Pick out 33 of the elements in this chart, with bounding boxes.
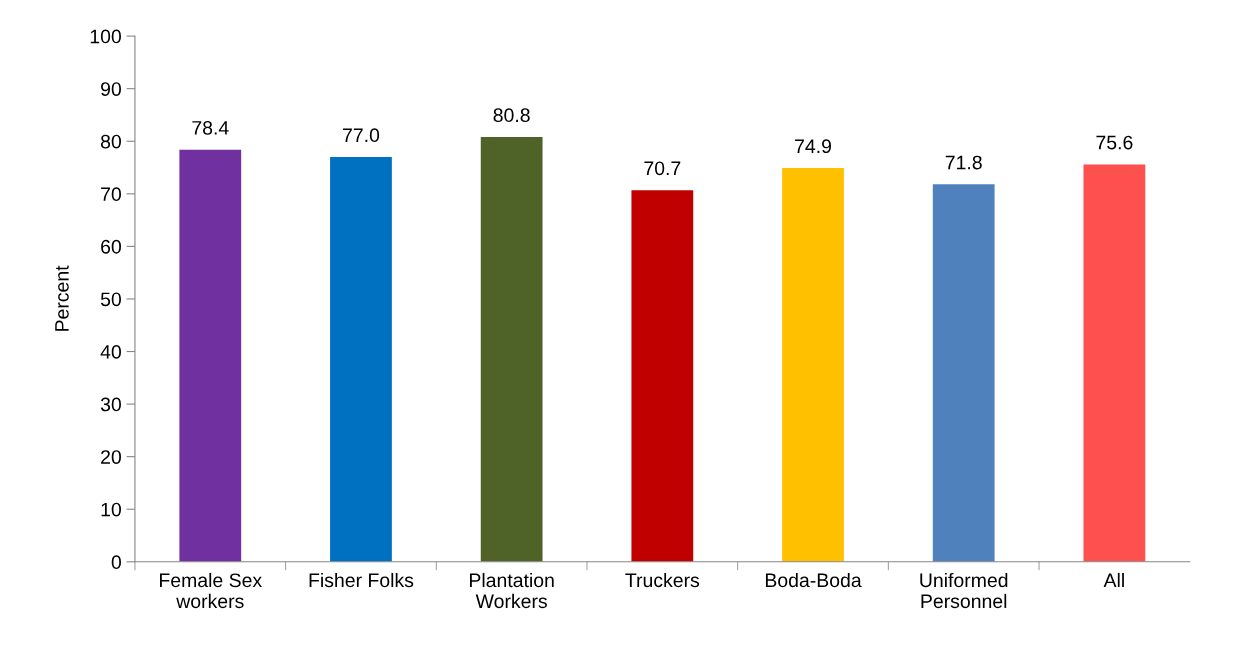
- x-tick-label: Boda-Boda: [765, 572, 862, 588]
- y-tick-label: 40: [100, 344, 121, 359]
- data-label: 74.9: [795, 139, 832, 154]
- data-label: 70.7: [644, 161, 681, 176]
- data-label: 75.6: [1096, 135, 1133, 150]
- y-tick-label: 0: [111, 555, 121, 570]
- x-tick-label: Female Sex workers: [160, 572, 262, 609]
- bar: [480, 137, 543, 562]
- x-tick-label: Truckers: [625, 572, 700, 588]
- x-tick-label: Plantation Workers: [470, 572, 554, 609]
- y-axis-title: Percent: [55, 265, 69, 331]
- bar: [782, 168, 844, 562]
- y-tick-label: 70: [101, 187, 121, 202]
- bar: [1083, 164, 1146, 562]
- data-label: 77.0: [343, 128, 380, 143]
- bar: [330, 157, 392, 562]
- y-tick-label: 20: [101, 450, 121, 464]
- y-tick-label: 90: [101, 82, 121, 96]
- bar: [932, 184, 995, 562]
- data-label: 80.8: [493, 108, 530, 123]
- y-tick-label: 60: [101, 239, 121, 254]
- x-tick-label: Fisher Folks: [309, 572, 414, 588]
- x-tick-label: Uniformed Personnel: [920, 572, 1008, 609]
- y-tick-label: 30: [100, 397, 121, 412]
- y-tick-label: 100: [90, 29, 121, 44]
- x-tick-label: All: [1103, 572, 1124, 587]
- bar: [179, 149, 242, 562]
- y-tick-label: 10: [101, 502, 121, 517]
- data-label: 78.4: [192, 120, 229, 135]
- data-label: 71.8: [945, 155, 982, 170]
- y-tick-label: 80: [100, 134, 121, 149]
- y-tick-label: 50: [100, 292, 121, 307]
- bar: [631, 190, 694, 562]
